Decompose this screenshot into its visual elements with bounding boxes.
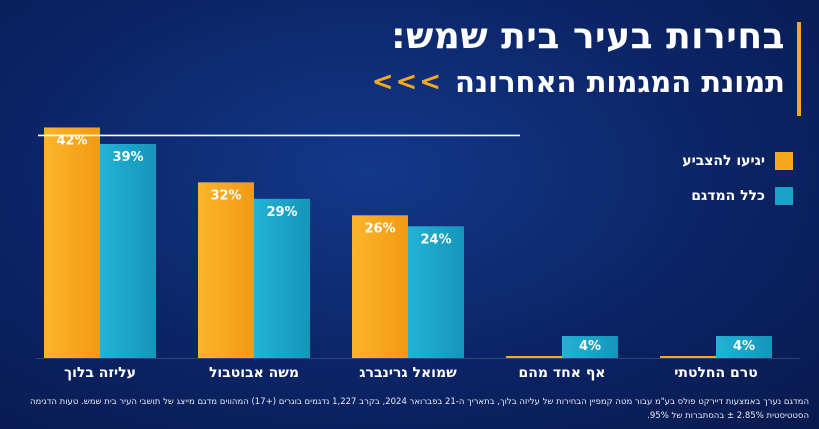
bar-total-sample-3: [562, 336, 618, 358]
legend-item-will-vote: יגיעו להצביע: [682, 150, 793, 172]
bar-value-label: 24%: [420, 232, 451, 247]
legend-swatch-orange: [775, 152, 793, 170]
legend-swatch-blue: [775, 187, 793, 205]
bar-value-label: 4%: [733, 339, 755, 354]
category-label: שמואל גרינברג: [359, 365, 457, 381]
bar-will-vote-2: [352, 215, 408, 358]
bar-will-vote-3-empty: [506, 356, 562, 358]
subtitle-row: תמונת המגמות האחרונה <<<: [372, 62, 785, 102]
bar-value-label: 26%: [364, 221, 395, 236]
bar-will-vote-0: [44, 127, 100, 358]
bar-value-label: 4%: [579, 339, 601, 354]
page-subtitle: תמונת המגמות האחרונה: [455, 65, 785, 99]
footnote: המדגם נערך באמצעות דיירקט פולס בע"מ עבור…: [29, 397, 809, 421]
category-label: משה אבוטבול: [209, 365, 299, 381]
bar-total-sample-2: [408, 226, 464, 358]
bar-total-sample-1: [254, 198, 310, 358]
page-title: בחירות בעיר בית שמש:: [391, 16, 785, 57]
category-label: אף אחד מהם: [519, 365, 606, 381]
bar-value-label: 32%: [210, 188, 241, 203]
bar-total-sample-4: [716, 336, 772, 358]
category-label: טרם החלטתי: [674, 365, 757, 381]
bar-value-label: 29%: [266, 205, 297, 220]
bar-value-label: 39%: [112, 150, 143, 165]
bar-will-vote-4-empty: [660, 356, 716, 358]
chart-legend: יגיעו להצביע כלל המדגם: [682, 150, 793, 220]
bar-will-vote-1: [198, 182, 254, 358]
legend-label: כלל המדגם: [691, 188, 765, 204]
header: בחירות בעיר בית שמש: תמונת המגמות האחרונ…: [372, 14, 785, 102]
arrows-icon: <<<: [371, 67, 444, 97]
bar-total-sample-0: [100, 143, 156, 358]
legend-item-total-sample: כלל המדגם: [682, 185, 793, 207]
bar-value-label: 42%: [56, 133, 87, 148]
title-accent-bar: [797, 22, 801, 116]
legend-label: יגיעו להצביע: [682, 153, 765, 169]
category-label: עליזה בלוך: [64, 365, 136, 381]
